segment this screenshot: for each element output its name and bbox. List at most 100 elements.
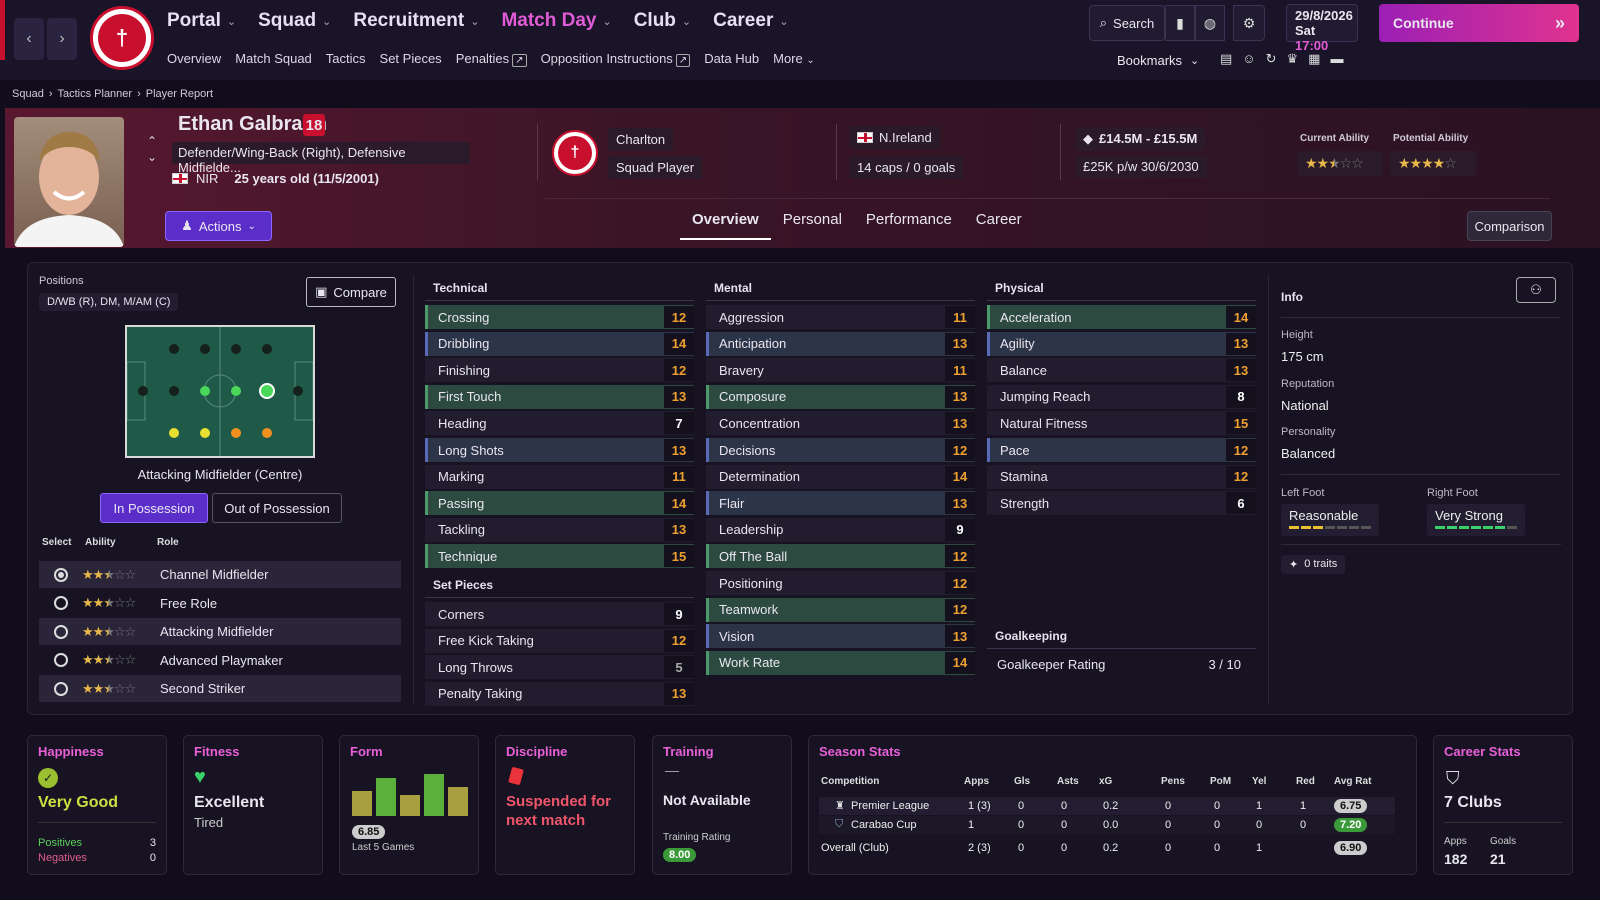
attribute-row[interactable]: Flair 13 [706,491,975,516]
tab-overview[interactable]: Overview [680,205,771,240]
club-name[interactable]: Charlton [608,128,674,151]
position-dot[interactable] [169,344,179,354]
attribute-row[interactable]: Anticipation 13 [706,331,975,356]
breadcrumb-tactics-planner[interactable]: Tactics Planner [57,88,133,100]
attribute-row[interactable]: Tackling 13 [425,517,694,542]
attribute-row[interactable]: Dribbling 14 [425,331,694,356]
attribute-row[interactable]: Agility 13 [987,331,1256,356]
submenu-data-hub[interactable]: Data Hub [704,51,760,66]
menu-match-day[interactable]: Match Day ⌄ [501,10,612,31]
attribute-row[interactable]: Teamwork 12 [706,597,975,622]
refresh-icon[interactable]: ↻ [1265,51,1277,66]
role-radio[interactable] [54,653,68,667]
attribute-row[interactable]: Pace 12 [987,438,1256,462]
breadcrumb-squad[interactable]: Squad [12,88,44,100]
attribute-row[interactable]: Balance 13 [987,358,1256,383]
role-row[interactable]: ★★★☆☆ Attacking Midfielder [39,618,401,645]
season-col-header[interactable]: Red [1296,776,1315,787]
season-col-header[interactable]: Avg Rat [1334,776,1372,787]
season-col-header[interactable]: Competition [821,776,880,787]
season-stats-card[interactable]: Season Stats Competition Apps Gls Asts xG Pen… [808,735,1417,875]
role-radio[interactable] [54,624,68,639]
position-dot[interactable] [231,428,241,438]
attribute-row[interactable]: Decisions 12 [706,438,975,462]
submenu-set-pieces[interactable]: Set Pieces [379,51,442,66]
position-dot[interactable] [169,428,179,438]
attribute-row[interactable]: Long Throws 5 [425,655,694,680]
role-row[interactable]: ★★★☆☆ Free Role [39,590,401,617]
attribute-row[interactable]: Concentration 13 [706,411,975,436]
submenu-match-squad[interactable]: Match Squad [235,51,312,66]
tab-performance[interactable]: Performance [865,211,952,228]
position-dot[interactable] [262,428,272,438]
bookmark-button[interactable]: ▮ [1165,5,1195,41]
attribute-row[interactable]: Passing 14 [425,491,694,516]
traits-button[interactable]: ✦ 0 traits [1281,555,1346,574]
attribute-row[interactable]: Bravery 11 [706,358,975,383]
role-row[interactable]: ★★★☆☆ Channel Midfielder [39,561,401,588]
position-dot[interactable] [262,344,272,354]
in-possession-button[interactable]: In Possession [100,493,208,523]
attribute-row[interactable]: Heading 7 [425,411,694,436]
tab-personal[interactable]: Personal [782,211,842,228]
attribute-row[interactable]: Marking 11 [425,464,694,489]
attribute-row[interactable]: Aggression 11 [706,305,975,329]
compare-button[interactable]: ▣ Compare [306,277,396,307]
position-dot[interactable] [231,344,241,354]
notes-icon[interactable]: ▤ [1220,51,1233,66]
attribute-row[interactable]: Natural Fitness 15 [987,411,1256,436]
position-dot[interactable] [138,386,148,396]
role-radio[interactable] [54,681,68,696]
back-button[interactable]: ‹ [14,18,44,60]
attribute-row[interactable]: Crossing 12 [425,305,694,329]
submenu-opposition-instructions[interactable]: Opposition Instructions ↗ [541,51,691,67]
attribute-row[interactable]: Jumping Reach 8 [987,384,1256,409]
attribute-row[interactable]: Stamina 12 [987,464,1256,489]
position-dot[interactable] [200,386,210,396]
attribute-row[interactable]: Free Kick Taking 12 [425,628,694,653]
attribute-row[interactable]: First Touch 13 [425,384,694,409]
attribute-row[interactable]: Positioning 12 [706,571,975,595]
career-stats-card[interactable]: Career Stats ⛉ 7 Clubs Apps Goals 182 21 [1433,735,1573,875]
trophy-icon[interactable]: ♛ [1286,51,1299,66]
attribute-row[interactable]: Determination 14 [706,464,975,489]
season-col-header[interactable]: Yel [1252,776,1267,787]
search-button[interactable]: ⌕ Search [1089,5,1165,41]
chat-icon[interactable]: ▬ [1330,51,1344,66]
attribute-row[interactable]: Long Shots 13 [425,438,694,462]
goalkeeper-rating-row[interactable]: Goalkeeper Rating 3 / 10 [997,656,1241,672]
submenu-overview[interactable]: Overview [167,51,222,66]
season-col-header[interactable]: Apps [964,776,989,787]
season-col-header[interactable]: Pens [1161,776,1185,787]
world-button[interactable]: ◍ [1195,5,1225,41]
actions-button[interactable]: ♟ Actions ⌄ [165,211,272,241]
position-dot[interactable] [200,344,210,354]
position-dot[interactable] [231,386,241,396]
bookmarks-dropdown[interactable]: Bookmarks ⌄ [1117,53,1200,68]
submenu-more[interactable]: More ⌄ [773,51,815,66]
attribute-row[interactable]: Acceleration 14 [987,305,1256,329]
season-col-header[interactable]: Asts [1057,776,1079,787]
club-crest[interactable]: † [90,6,154,70]
position-pitch[interactable] [125,325,315,458]
menu-club[interactable]: Club ⌄ [633,10,692,31]
happiness-card[interactable]: Happiness ✓ Very Good Positives 3 Negativ… [27,735,167,875]
attribute-row[interactable]: Vision 13 [706,624,975,649]
attribute-row[interactable]: Penalty Taking 13 [425,681,694,706]
role-radio[interactable] [54,567,68,582]
menu-career[interactable]: Career ⌄ [713,10,789,31]
role-row[interactable]: ★★★☆☆ Second Striker [39,675,401,702]
next-player-arrow[interactable]: ⌄ [147,150,157,164]
attribute-row[interactable]: Work Rate 14 [706,650,975,675]
submenu-tactics[interactable]: Tactics [325,51,366,66]
attribute-row[interactable]: Off The Ball 12 [706,544,975,569]
calendar-icon[interactable]: ▦ [1308,51,1321,66]
menu-recruitment[interactable]: Recruitment ⌄ [353,10,480,31]
info-settings-button[interactable]: ⚇ [1516,277,1556,303]
attribute-row[interactable]: Corners 9 [425,602,694,626]
training-card[interactable]: Training — Not Available Training Rating… [652,735,792,875]
season-col-header[interactable]: Gls [1014,776,1031,787]
date-display[interactable]: 29/8/2026 Sat 17:00 [1286,4,1358,53]
role-radio[interactable] [54,596,68,610]
discipline-card[interactable]: Discipline Suspended for next match [495,735,635,875]
